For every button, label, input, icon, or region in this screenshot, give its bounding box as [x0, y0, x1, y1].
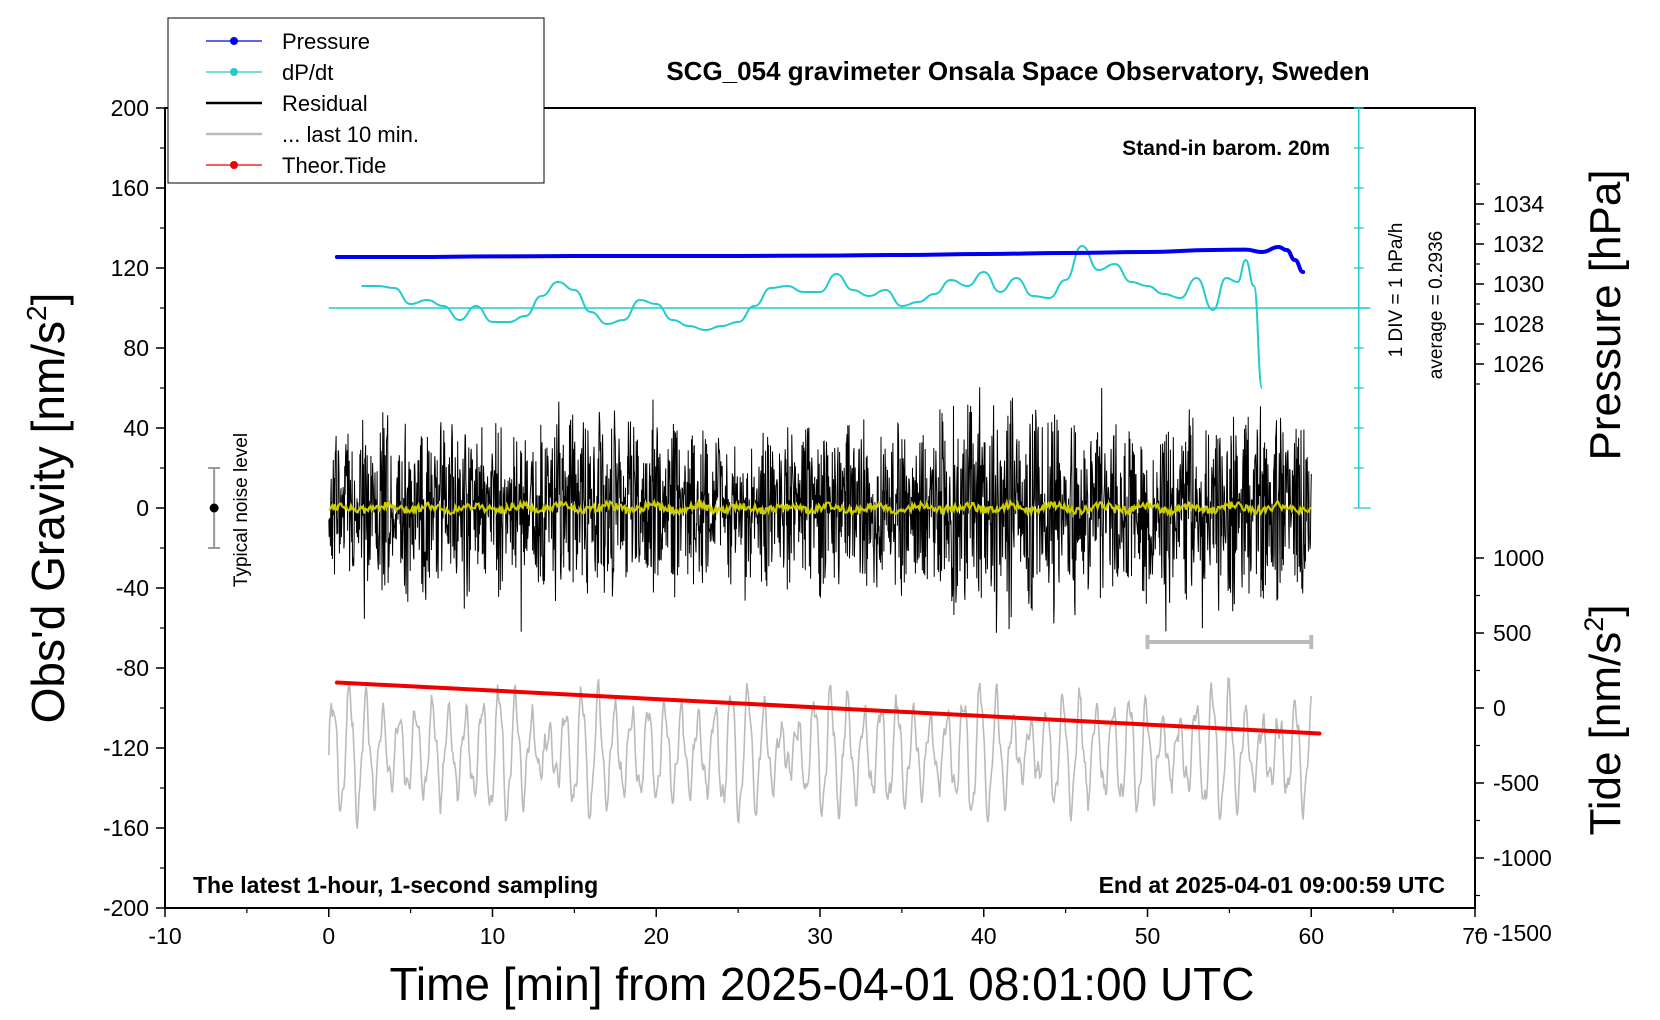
noise-bar-dot: [209, 503, 219, 513]
pressure-axis-label: Pressure [hPa]: [1581, 169, 1630, 460]
series-layer: [328, 244, 1369, 829]
legend-label: dP/dt: [282, 60, 333, 85]
bottom-right-annotation: End at 2025-04-01 09:00:59 UTC: [1099, 872, 1445, 898]
pressure-axis-ticks: 1026 1028 1030 1032 1034: [1475, 183, 1544, 385]
tide-tick-label: -1000: [1493, 845, 1552, 871]
tide-tick-label: -500: [1493, 770, 1539, 796]
tide-tick-label: -1500: [1493, 920, 1552, 946]
x-tick-label: 60: [1298, 923, 1324, 949]
pressure-tick-label: 1026: [1493, 351, 1544, 377]
y-tick-label: 40: [123, 415, 149, 441]
y-tick-label: 80: [123, 335, 149, 361]
legend-label: Residual: [282, 91, 368, 116]
y-tick-label: -200: [103, 895, 149, 921]
barometer-annotation: Stand-in barom. 20m: [1122, 137, 1330, 160]
tide-tick-label: 0: [1493, 695, 1506, 721]
y-tick-label: -160: [103, 815, 149, 841]
x-tick-label: 40: [971, 923, 997, 949]
y-tick-label: -80: [116, 655, 149, 681]
legend-label: ... last 10 min.: [282, 122, 419, 147]
legend: Pressure dP/dt Residual ... last 10 min. The…: [167, 17, 545, 184]
series-residual: [328, 387, 1312, 633]
tide-axis-label-sup: 2: [1579, 617, 1609, 632]
legend-swatch-dot: [230, 37, 238, 45]
bottom-left-annotation: The latest 1-hour, 1-second sampling: [193, 872, 598, 898]
y-axis-label-left-end: ]: [22, 293, 74, 306]
x-tick-label: 0: [322, 923, 335, 949]
y-tick-label: 0: [136, 495, 149, 521]
dpdt-scale-bar: [1353, 107, 1371, 509]
x-tick-label: 30: [807, 923, 833, 949]
dpdt-average-annotation: average = 0.2936: [1426, 231, 1447, 379]
pressure-tick-label: 1030: [1493, 271, 1544, 297]
tide-axis-label-main: Tide [nm/s: [1581, 632, 1630, 836]
marks-layer: [208, 467, 1314, 649]
series-pressure: [334, 244, 1306, 274]
dpdt-scale-annotation: 1 DIV = 1 hPa/h: [1386, 223, 1407, 358]
y-tick-label: -120: [103, 735, 149, 761]
pressure-tick-label: 1034: [1493, 191, 1544, 217]
y-tick-label: 200: [111, 95, 149, 121]
x-axis-ticks: -10 0 10 20 30 40 50 60 70: [148, 908, 1488, 949]
legend-box: [167, 17, 545, 184]
tide-axis-label-end: ]: [1581, 604, 1630, 616]
legend-items: Pressure dP/dt Residual ... last 10 min. The…: [206, 29, 419, 178]
pressure-tick-label: 1032: [1493, 231, 1544, 257]
tide-tick-label: 500: [1493, 620, 1531, 646]
x-tick-label: 10: [480, 923, 506, 949]
x-tick-label: 20: [643, 923, 669, 949]
y-axis-ticks: -200 -160 -120 -80 -40 0 40 80 120 160 200: [103, 95, 165, 921]
y-tick-label: -40: [116, 575, 149, 601]
x-tick-label: 50: [1135, 923, 1161, 949]
y-axis-label-left-main: Obs'd Gravity [nm/s: [22, 321, 74, 723]
legend-swatch-dot: [230, 161, 238, 169]
tide-tick-label: 1000: [1493, 545, 1544, 571]
pressure-tick-label: 1028: [1493, 311, 1544, 337]
x-tick-label: 70: [1462, 923, 1488, 949]
y-axis-label-left-sup: 2: [21, 305, 52, 321]
series-dpdt: [361, 244, 1264, 389]
series-residual-smoothed: [328, 497, 1312, 518]
y-axis-label-left: Obs'd Gravity [nm/s2]: [21, 293, 74, 724]
x-tick-label: -10: [148, 923, 181, 949]
tide-axis-label: Tide [nm/s2]: [1579, 604, 1630, 835]
tide-axis-ticks: 1000 500 0 -500 -1000 -1500: [1475, 545, 1552, 946]
noise-annotation: Typical noise level: [231, 433, 252, 587]
series-theor-tide: [334, 680, 1322, 736]
legend-label: Theor.Tide: [282, 153, 386, 178]
y-tick-label: 160: [111, 175, 149, 201]
y-tick-label: 120: [111, 255, 149, 281]
chart-title: SCG_054 gravimeter Onsala Space Observat…: [666, 56, 1369, 86]
legend-label: Pressure: [282, 29, 370, 54]
legend-swatch-dot: [230, 68, 238, 76]
x-axis-label: Time [min] from 2025-04-01 08:01:00 UTC: [390, 958, 1255, 1010]
